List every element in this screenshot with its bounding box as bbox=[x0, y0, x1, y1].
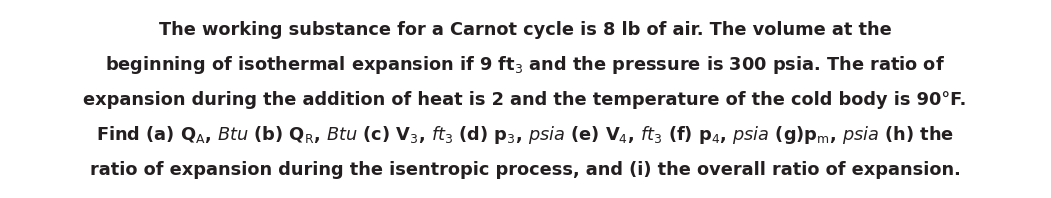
Text: Find (a) Q$_\mathsf{A}$, $\mathit{Btu}$ (b) Q$_\mathsf{R}$, $\mathit{Btu}$ (c) V: Find (a) Q$_\mathsf{A}$, $\mathit{Btu}$ … bbox=[96, 124, 954, 146]
Text: The working substance for a Carnot cycle is 8 lb of air. The volume at the: The working substance for a Carnot cycle… bbox=[159, 21, 891, 39]
Text: expansion during the addition of heat is 2 and the temperature of the cold body : expansion during the addition of heat is… bbox=[83, 91, 967, 109]
Text: ratio of expansion during the isentropic process, and (i) the overall ratio of e: ratio of expansion during the isentropic… bbox=[89, 161, 961, 179]
Text: beginning of isothermal expansion if 9 ft$_3$ and the pressure is 300 psia. The : beginning of isothermal expansion if 9 f… bbox=[105, 54, 945, 76]
